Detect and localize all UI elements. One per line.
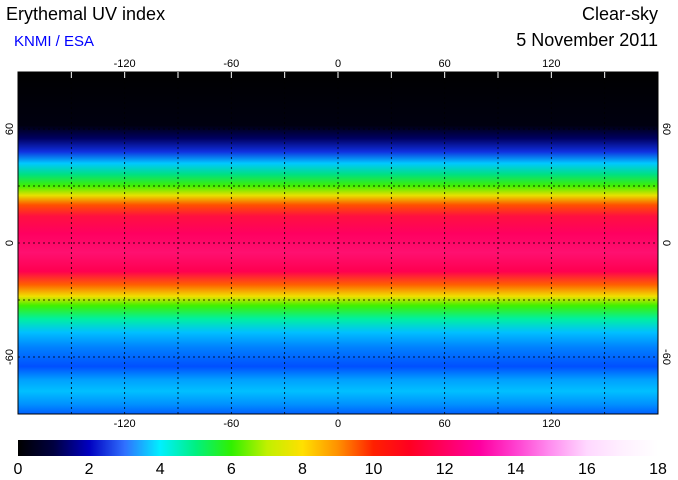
lat-tick-label: 60 [4, 123, 16, 135]
colorbar-tick-label: 8 [298, 461, 307, 478]
lon-tick-label: 60 [439, 58, 451, 70]
lat-tick-label: 0 [660, 240, 672, 246]
colorbar-tick-label: 16 [578, 461, 596, 478]
condition: Clear-sky [582, 4, 658, 24]
colorbar-tick-label: 4 [156, 461, 165, 478]
colorbar-tick-label: 10 [365, 461, 383, 478]
lat-tick-label: -60 [660, 349, 672, 365]
title: Erythemal UV index [6, 4, 165, 24]
lon-tick-label: 0 [335, 58, 341, 70]
colorbar-tick-label: 6 [227, 461, 236, 478]
source: KNMI / ESA [14, 33, 94, 50]
lon-tick-label: -120 [114, 418, 136, 430]
lon-tick-label: -60 [223, 58, 239, 70]
colorbar-tick-label: 12 [436, 461, 454, 478]
lon-tick-label: -120 [114, 58, 136, 70]
lat-tick-label: -60 [4, 349, 16, 365]
colorbar [18, 440, 658, 456]
lat-tick-label: 0 [4, 240, 16, 246]
colorbar-tick-label: 14 [507, 461, 525, 478]
colorbar-tick-label: 0 [14, 461, 23, 478]
lon-tick-label: -60 [223, 418, 239, 430]
colorbar-tick-label: 18 [649, 461, 667, 478]
lon-tick-label: 0 [335, 418, 341, 430]
colorbar-tick-label: 2 [85, 461, 94, 478]
lat-tick-label: 60 [660, 123, 672, 135]
lon-tick-label: 60 [439, 418, 451, 430]
date: 5 November 2011 [516, 30, 658, 50]
lon-tick-label: 120 [542, 418, 560, 430]
lon-tick-label: 120 [542, 58, 560, 70]
